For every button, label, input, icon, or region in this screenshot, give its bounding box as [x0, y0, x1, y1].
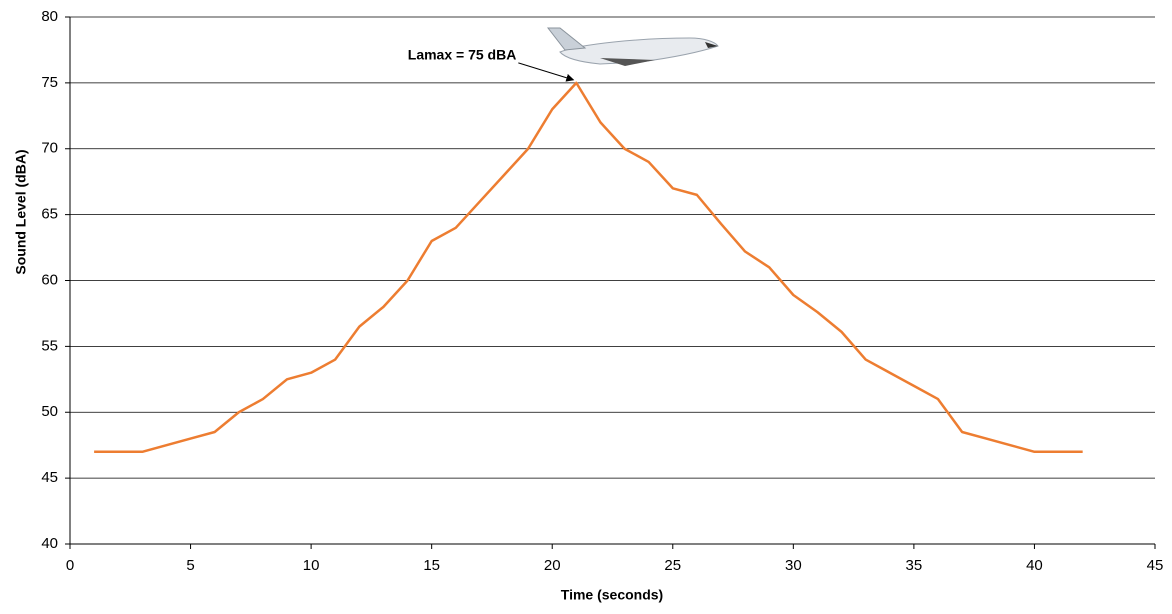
x-tick-label: 30: [785, 557, 802, 574]
x-axis-label: Time (seconds): [561, 587, 663, 603]
data-line: [94, 81, 1083, 454]
y-tick-label: 65: [41, 206, 58, 223]
y-tick-label: 70: [41, 140, 58, 157]
x-tick-label: 25: [664, 557, 681, 574]
x-tick-label: 40: [1026, 557, 1043, 574]
airplane: [546, 27, 719, 66]
y-tick-label: 55: [41, 337, 58, 354]
x-tick-label: 20: [544, 557, 561, 574]
x-tick-label: 5: [186, 557, 194, 574]
y-tick-label: 40: [41, 535, 58, 552]
y-tick-label: 60: [41, 271, 58, 288]
x-tick-label: 15: [423, 557, 440, 574]
annotation-arrow: [518, 62, 575, 82]
x-tick-label: 0: [66, 557, 74, 574]
x-tick-label: 10: [303, 557, 320, 574]
y-tick-label: 75: [41, 74, 58, 91]
y-axis-label: Sound Level (dBA): [13, 149, 29, 274]
y-tick-label: 50: [41, 403, 58, 420]
y-tick-label: 80: [41, 8, 58, 25]
annotation: Lamax = 75 dBA: [408, 47, 517, 63]
x-tick-label: 35: [906, 557, 923, 574]
x-tick-label: 45: [1147, 557, 1164, 574]
y-tick-label: 45: [41, 469, 58, 486]
